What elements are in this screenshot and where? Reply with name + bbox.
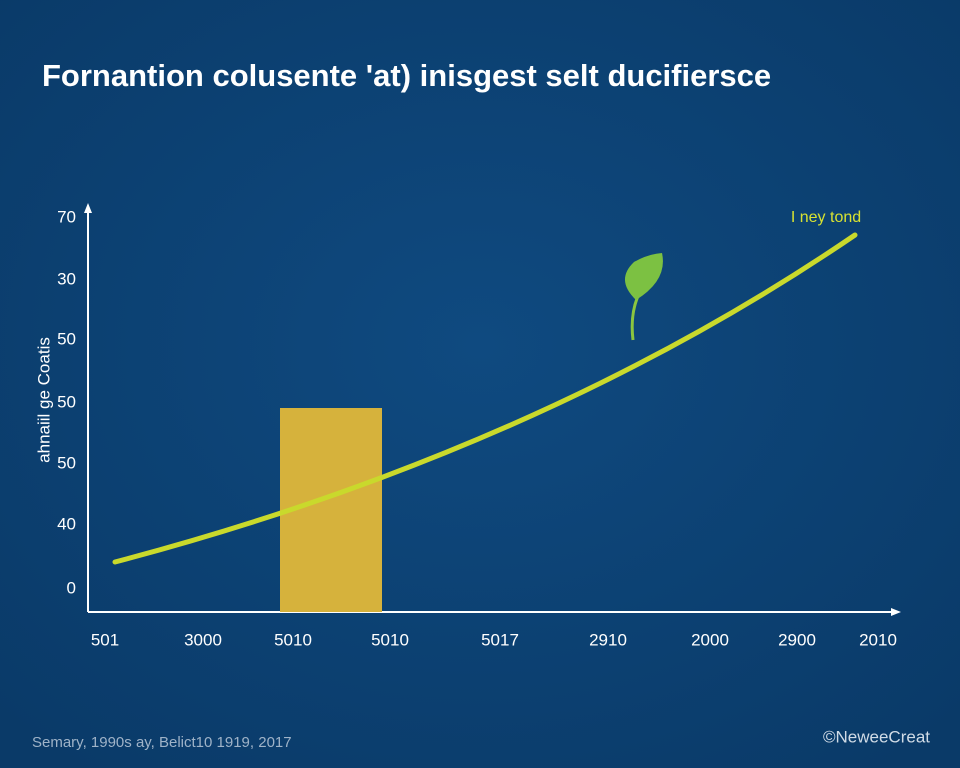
x-label: 2000 <box>691 630 729 649</box>
y-label: 0 <box>67 578 76 597</box>
x-label: 5010 <box>371 630 409 649</box>
y-label: 30 <box>57 269 76 288</box>
x-label: 501 <box>91 630 119 649</box>
y-label: 50 <box>57 329 76 348</box>
y-labels: 70 30 50 50 50 40 0 <box>57 207 76 597</box>
y-label: 50 <box>57 392 76 411</box>
x-label: 2910 <box>589 630 627 649</box>
x-label: 2010 <box>859 630 897 649</box>
y-label: 40 <box>57 514 76 533</box>
trend-line <box>112 232 858 565</box>
x-label: 5017 <box>481 630 519 649</box>
y-axis-label: ahnaiil ge Coatis <box>34 337 53 463</box>
footer: Semary, 1990s ay, Belict10 1919, 2017 <box>32 734 292 751</box>
chart-title: Fornantion colusente 'at) inisgest selt … <box>42 58 771 93</box>
x-label: 5010 <box>274 630 312 649</box>
leaf <box>624 253 663 300</box>
x-label: 3000 <box>184 630 222 649</box>
x-label: 2900 <box>778 630 816 649</box>
y-axis-arrow <box>84 203 92 213</box>
y-label: 70 <box>57 207 76 226</box>
y-label: 50 <box>57 453 76 472</box>
x-labels: 501 3000 5010 5010 5017 2910 2000 2900 2010 <box>91 630 897 649</box>
x-axis-arrow <box>891 608 901 616</box>
series-label: I ney tond <box>791 209 861 226</box>
credit: ©NeweeCreat <box>823 727 930 746</box>
